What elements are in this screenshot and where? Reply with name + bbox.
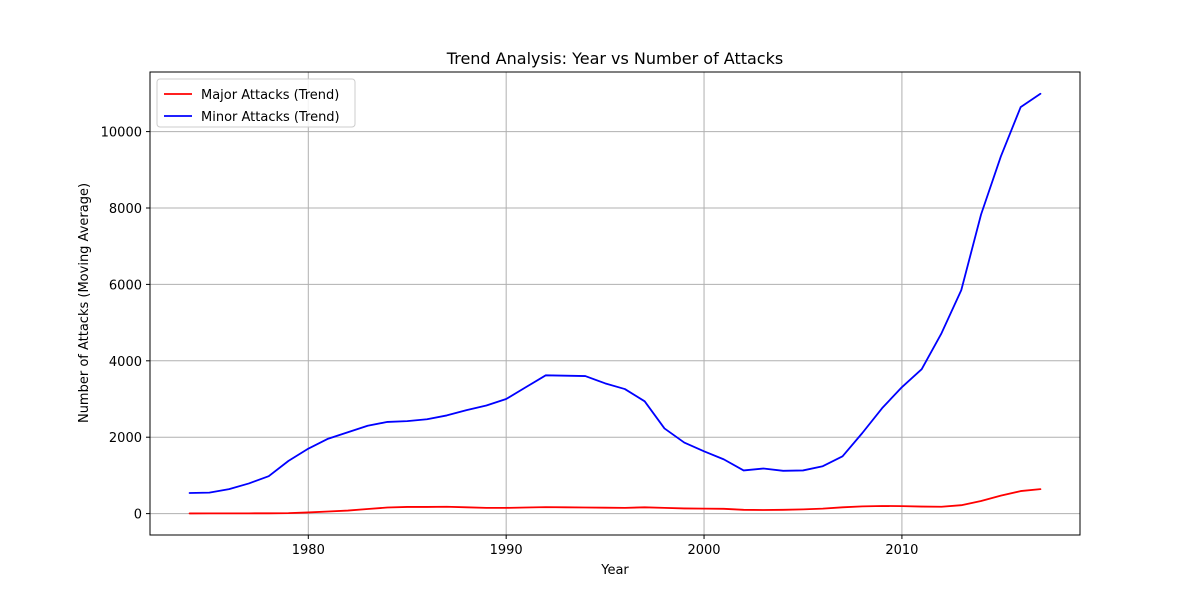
y-tick-label: 10000 <box>101 126 142 141</box>
y-tick-label: 4000 <box>109 355 142 370</box>
x-axis-label: Year <box>600 563 629 578</box>
plot-frame <box>149 71 1081 536</box>
legend-label: Major Attacks (Trend) <box>201 88 339 103</box>
x-tick-label: 2000 <box>687 543 720 558</box>
legend-box <box>156 78 356 128</box>
y-tick-label: 6000 <box>109 278 142 293</box>
series-line-major-attacks <box>188 488 1042 515</box>
legend: Major Attacks (Trend) Minor Attacks (Tren… <box>156 78 356 128</box>
y-tick-label: 8000 <box>109 202 142 217</box>
legend-label: Minor Attacks (Trend) <box>201 110 340 125</box>
grid-layer <box>150 72 1080 535</box>
series-line-minor-attacks <box>188 92 1042 494</box>
y-tick-label: 0 <box>134 508 142 523</box>
chart-title: Trend Analysis: Year vs Number of Attack… <box>446 49 783 68</box>
ticks-layer: 1980 1990 2000 2010 0 2000 4000 6000 8000 10000 <box>101 126 919 558</box>
series-layer <box>188 92 1042 515</box>
x-tick-label: 1990 <box>490 543 523 558</box>
y-tick-label: 2000 <box>109 431 142 446</box>
x-tick-label: 1980 <box>292 543 325 558</box>
x-tick-label: 2010 <box>885 543 918 558</box>
y-axis-label: Number of Attacks (Moving Average) <box>77 183 92 423</box>
